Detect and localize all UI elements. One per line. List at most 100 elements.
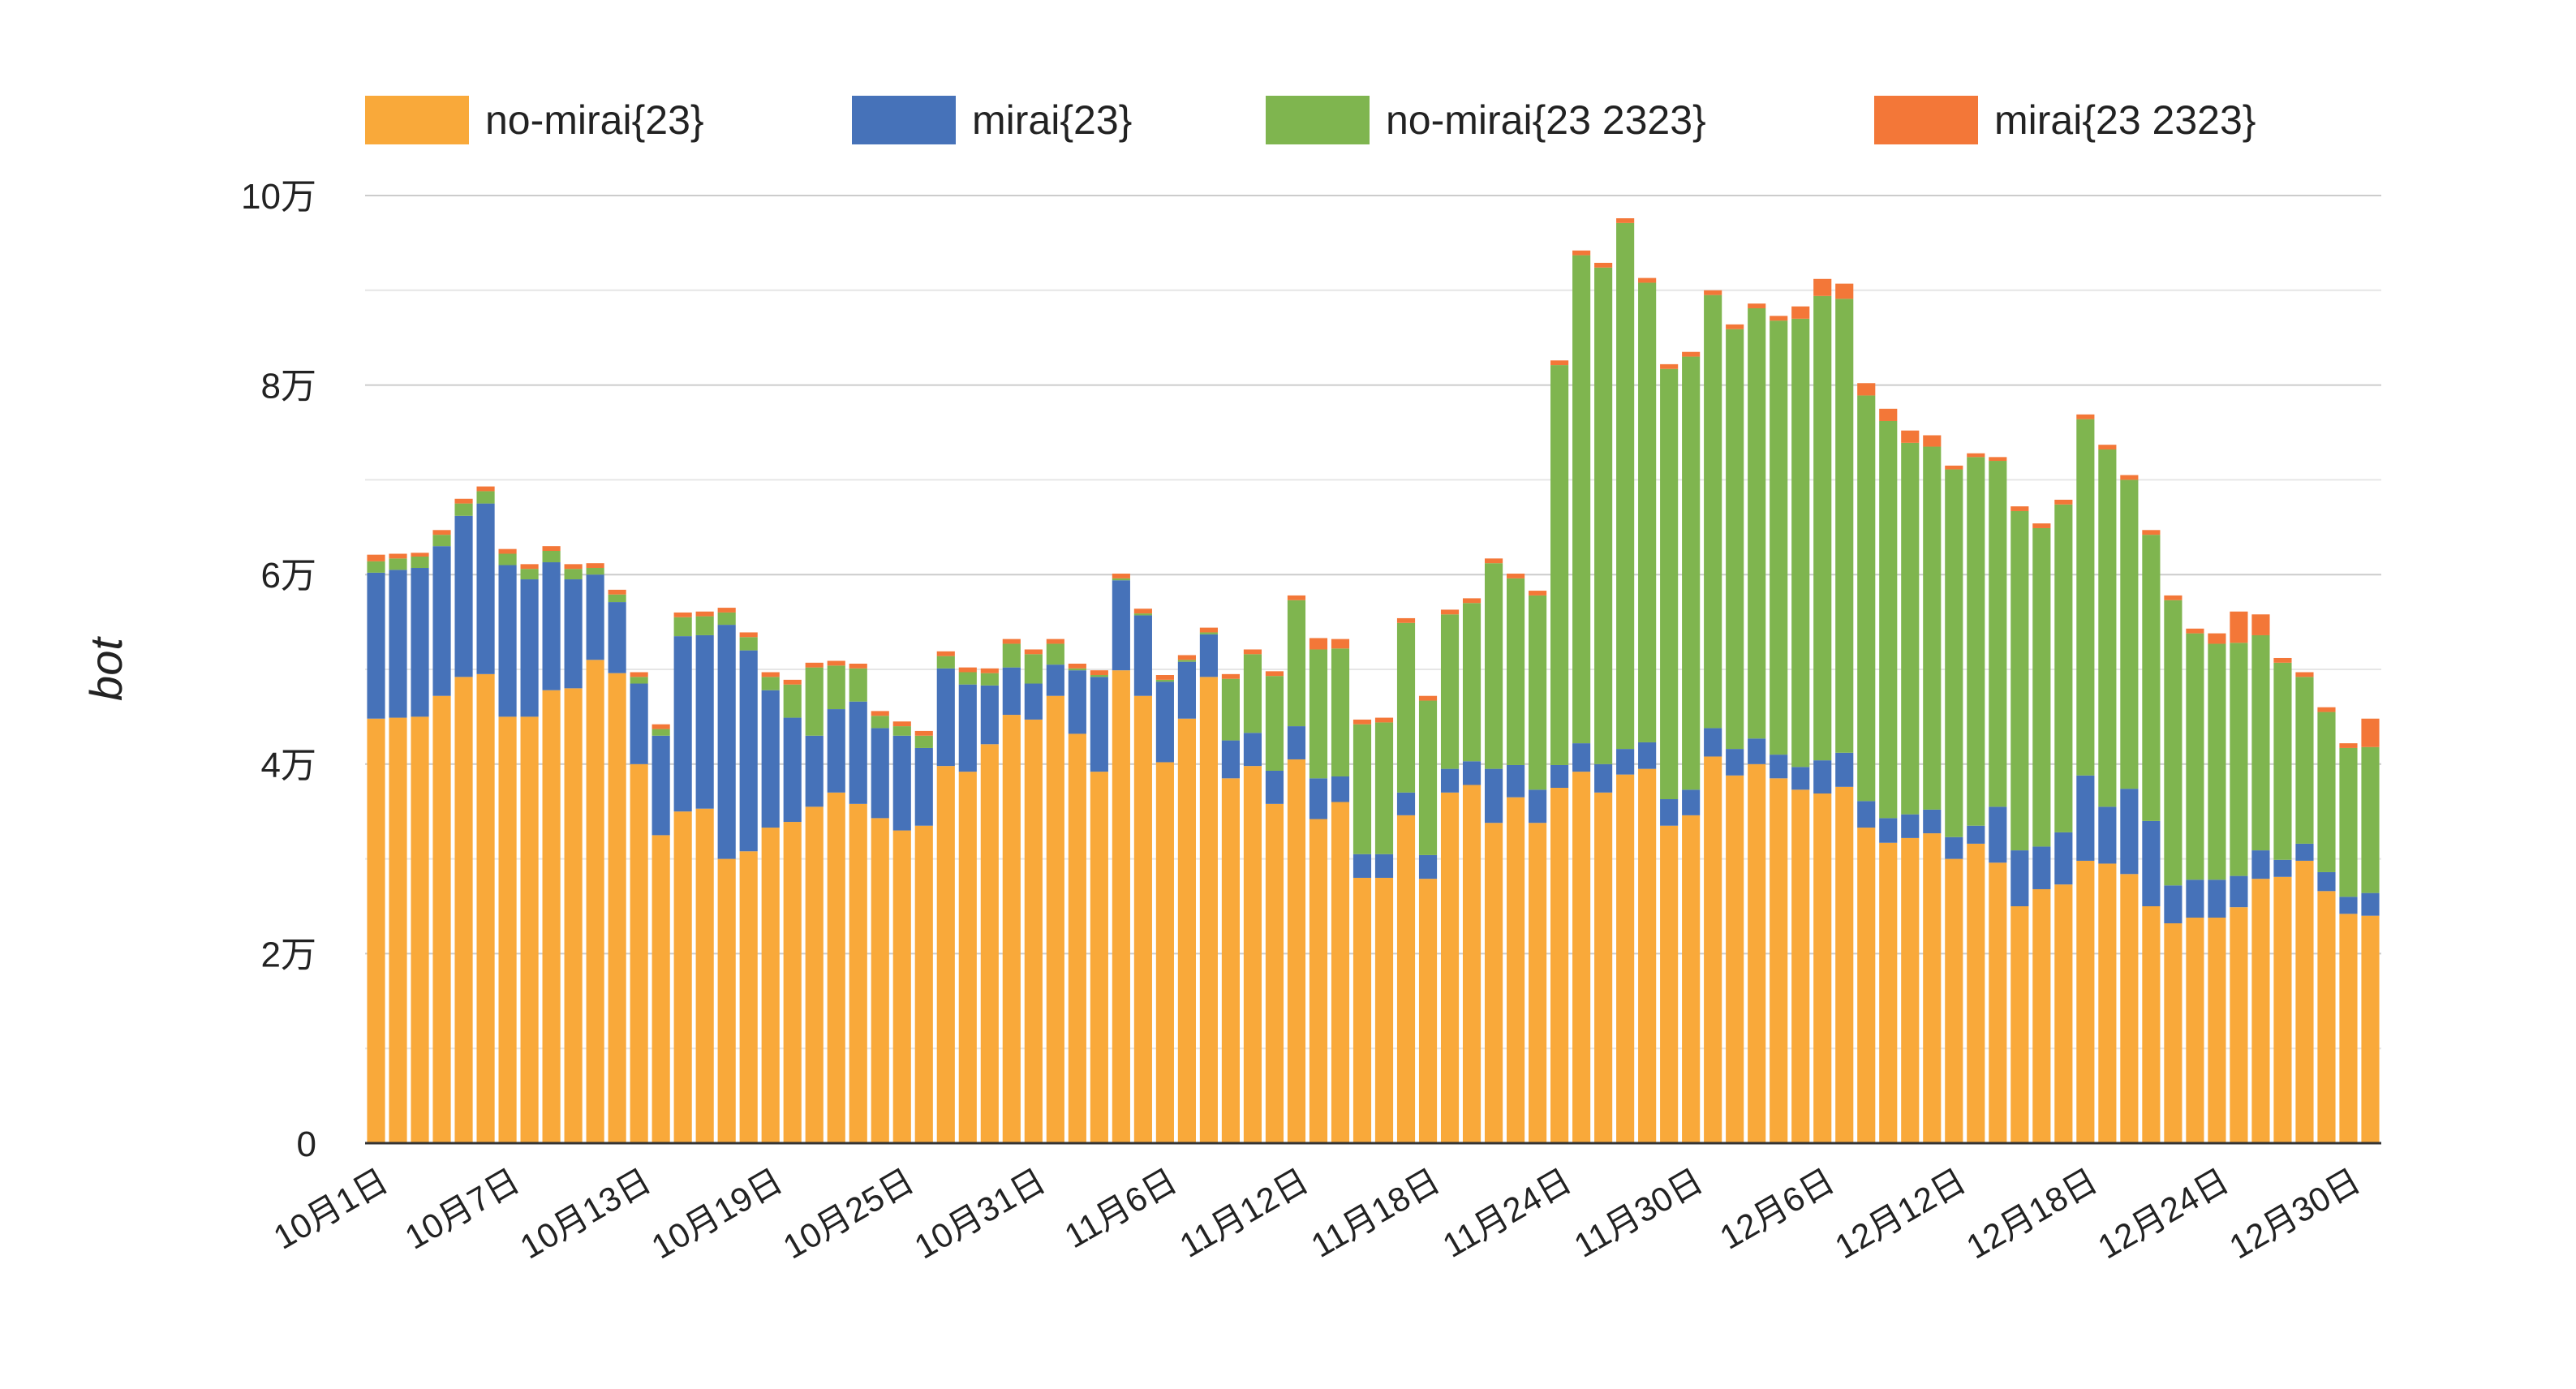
bar-segment-series-3 xyxy=(1726,324,1744,329)
bar-segment-series-1 xyxy=(2164,885,2183,924)
bar-segment-series-0 xyxy=(1550,788,1569,1143)
bar-segment-series-2 xyxy=(805,667,824,736)
bar-segment-series-2 xyxy=(1967,457,1985,826)
bar-segment-series-3 xyxy=(1967,453,1985,458)
bar-segment-series-0 xyxy=(871,818,889,1143)
bar-segment-series-3 xyxy=(1331,639,1350,649)
bar-segment-series-0 xyxy=(2054,884,2073,1143)
bar-segment-series-0 xyxy=(1682,815,1701,1143)
bar-segment-series-1 xyxy=(2273,859,2292,877)
bar-segment-series-3 xyxy=(958,667,977,673)
bar-segment-series-3 xyxy=(1989,457,2007,462)
bar-segment-series-0 xyxy=(2230,907,2248,1143)
x-tick-label: 11月12日 xyxy=(1173,1161,1314,1265)
bar-segment-series-2 xyxy=(783,684,802,718)
bar-segment-series-3 xyxy=(1418,695,1438,701)
bar-segment-series-3 xyxy=(608,589,626,595)
bar-segment-series-0 xyxy=(914,825,933,1143)
bar-segment-series-1 xyxy=(1462,761,1482,785)
bar-segment-series-2 xyxy=(476,491,495,504)
bar-segment-series-1 xyxy=(761,690,780,828)
bar-segment-series-1 xyxy=(2230,875,2248,908)
bar-segment-series-3 xyxy=(2054,499,2073,505)
x-tick-label: 10月1日 xyxy=(267,1161,394,1257)
bar-segment-series-1 xyxy=(1813,760,1832,794)
bar-segment-series-1 xyxy=(1660,799,1679,826)
bar-segment-series-3 xyxy=(2361,718,2380,747)
bar-segment-series-0 xyxy=(476,673,495,1143)
bar-segment-series-3 xyxy=(1133,608,1152,614)
bar-segment-series-1 xyxy=(1507,764,1525,798)
bar-segment-series-1 xyxy=(739,650,758,852)
legend-label: no-mirai{23 2323} xyxy=(1386,97,1706,143)
bar-segment-series-3 xyxy=(1353,719,1372,725)
bar-segment-series-2 xyxy=(1857,395,1876,802)
y-axis-ticks: 0 2万 4万 6万 8万 10万 xyxy=(241,177,316,1164)
bar-segment-series-1 xyxy=(1572,743,1591,772)
bar-segment-series-3 xyxy=(1243,649,1262,655)
bar-segment-series-1 xyxy=(958,684,977,772)
bar-segment-series-0 xyxy=(1770,778,1788,1143)
bar-segment-series-2 xyxy=(2010,510,2029,851)
bar-segment-series-0 xyxy=(1945,858,1963,1143)
bar-segment-series-0 xyxy=(739,851,758,1143)
bar-segment-series-2 xyxy=(2186,633,2204,880)
bar-segment-series-2 xyxy=(673,617,692,637)
bar-segment-series-2 xyxy=(1594,267,1613,764)
bar-segment-series-0 xyxy=(827,792,845,1143)
bar-segment-series-2 xyxy=(1396,622,1416,793)
bar-segment-series-0 xyxy=(1529,823,1547,1143)
bar-segment-series-2 xyxy=(1901,442,1920,815)
bar-segment-series-2 xyxy=(2076,419,2095,776)
bar-segment-series-0 xyxy=(1133,695,1152,1143)
bar-segment-series-2 xyxy=(2120,479,2139,789)
bar-segment-series-2 xyxy=(1068,668,1086,671)
bar-segment-series-3 xyxy=(1155,675,1174,680)
bar-segment-series-2 xyxy=(1374,722,1394,854)
bar-segment-series-0 xyxy=(1112,670,1130,1143)
bar-segment-series-0 xyxy=(542,690,561,1143)
bar-segment-series-2 xyxy=(1507,578,1525,765)
bar-segment-series-0 xyxy=(2273,876,2292,1143)
bar-segment-series-2 xyxy=(2251,634,2270,851)
bar-segment-series-3 xyxy=(673,612,692,617)
bar-segment-series-0 xyxy=(1989,862,2007,1143)
bar-segment-series-0 xyxy=(2295,860,2314,1143)
bar-segment-series-0 xyxy=(1396,815,1416,1143)
bar-segment-series-1 xyxy=(1418,854,1438,879)
bar-segment-series-0 xyxy=(673,811,692,1143)
bar-segment-series-1 xyxy=(367,572,385,719)
x-tick-label: 10月13日 xyxy=(514,1161,657,1266)
bar-segment-series-3 xyxy=(892,721,911,727)
bar-segment-series-1 xyxy=(2295,843,2314,861)
bar-segment-series-2 xyxy=(761,677,780,690)
bar-segment-series-0 xyxy=(1374,877,1394,1143)
bar-segment-series-0 xyxy=(586,660,604,1143)
bar-segment-series-2 xyxy=(1989,461,2007,807)
bar-segment-series-0 xyxy=(630,763,648,1143)
bar-segment-series-3 xyxy=(739,632,758,638)
bar-segment-series-3 xyxy=(2098,445,2117,450)
bar-segment-series-2 xyxy=(2230,643,2248,876)
bar-segment-series-0 xyxy=(1155,762,1174,1143)
bar-segment-series-1 xyxy=(1748,738,1766,764)
bar-segment-series-0 xyxy=(1221,778,1240,1143)
bar-segment-series-2 xyxy=(1221,678,1240,741)
bar-segment-series-1 xyxy=(1857,801,1876,828)
bar-segment-series-2 xyxy=(1287,600,1306,727)
bar-segment-series-0 xyxy=(958,772,977,1143)
bar-segment-series-3 xyxy=(1572,250,1591,256)
bar-segment-series-2 xyxy=(717,612,736,626)
bar-segment-series-2 xyxy=(1462,603,1482,762)
bar-segment-series-1 xyxy=(717,625,736,859)
bar-segment-series-0 xyxy=(1440,792,1460,1143)
bar-segment-series-2 xyxy=(2295,677,2314,844)
bar-segment-series-1 xyxy=(542,562,561,690)
bar-segment-series-0 xyxy=(1923,833,1942,1143)
bar-segment-series-1 xyxy=(1133,615,1152,696)
legend-label: mirai{23} xyxy=(972,97,1132,143)
bar-segment-series-1 xyxy=(1309,778,1328,819)
bar-segment-series-3 xyxy=(849,663,867,669)
bar-segment-series-3 xyxy=(411,553,429,557)
